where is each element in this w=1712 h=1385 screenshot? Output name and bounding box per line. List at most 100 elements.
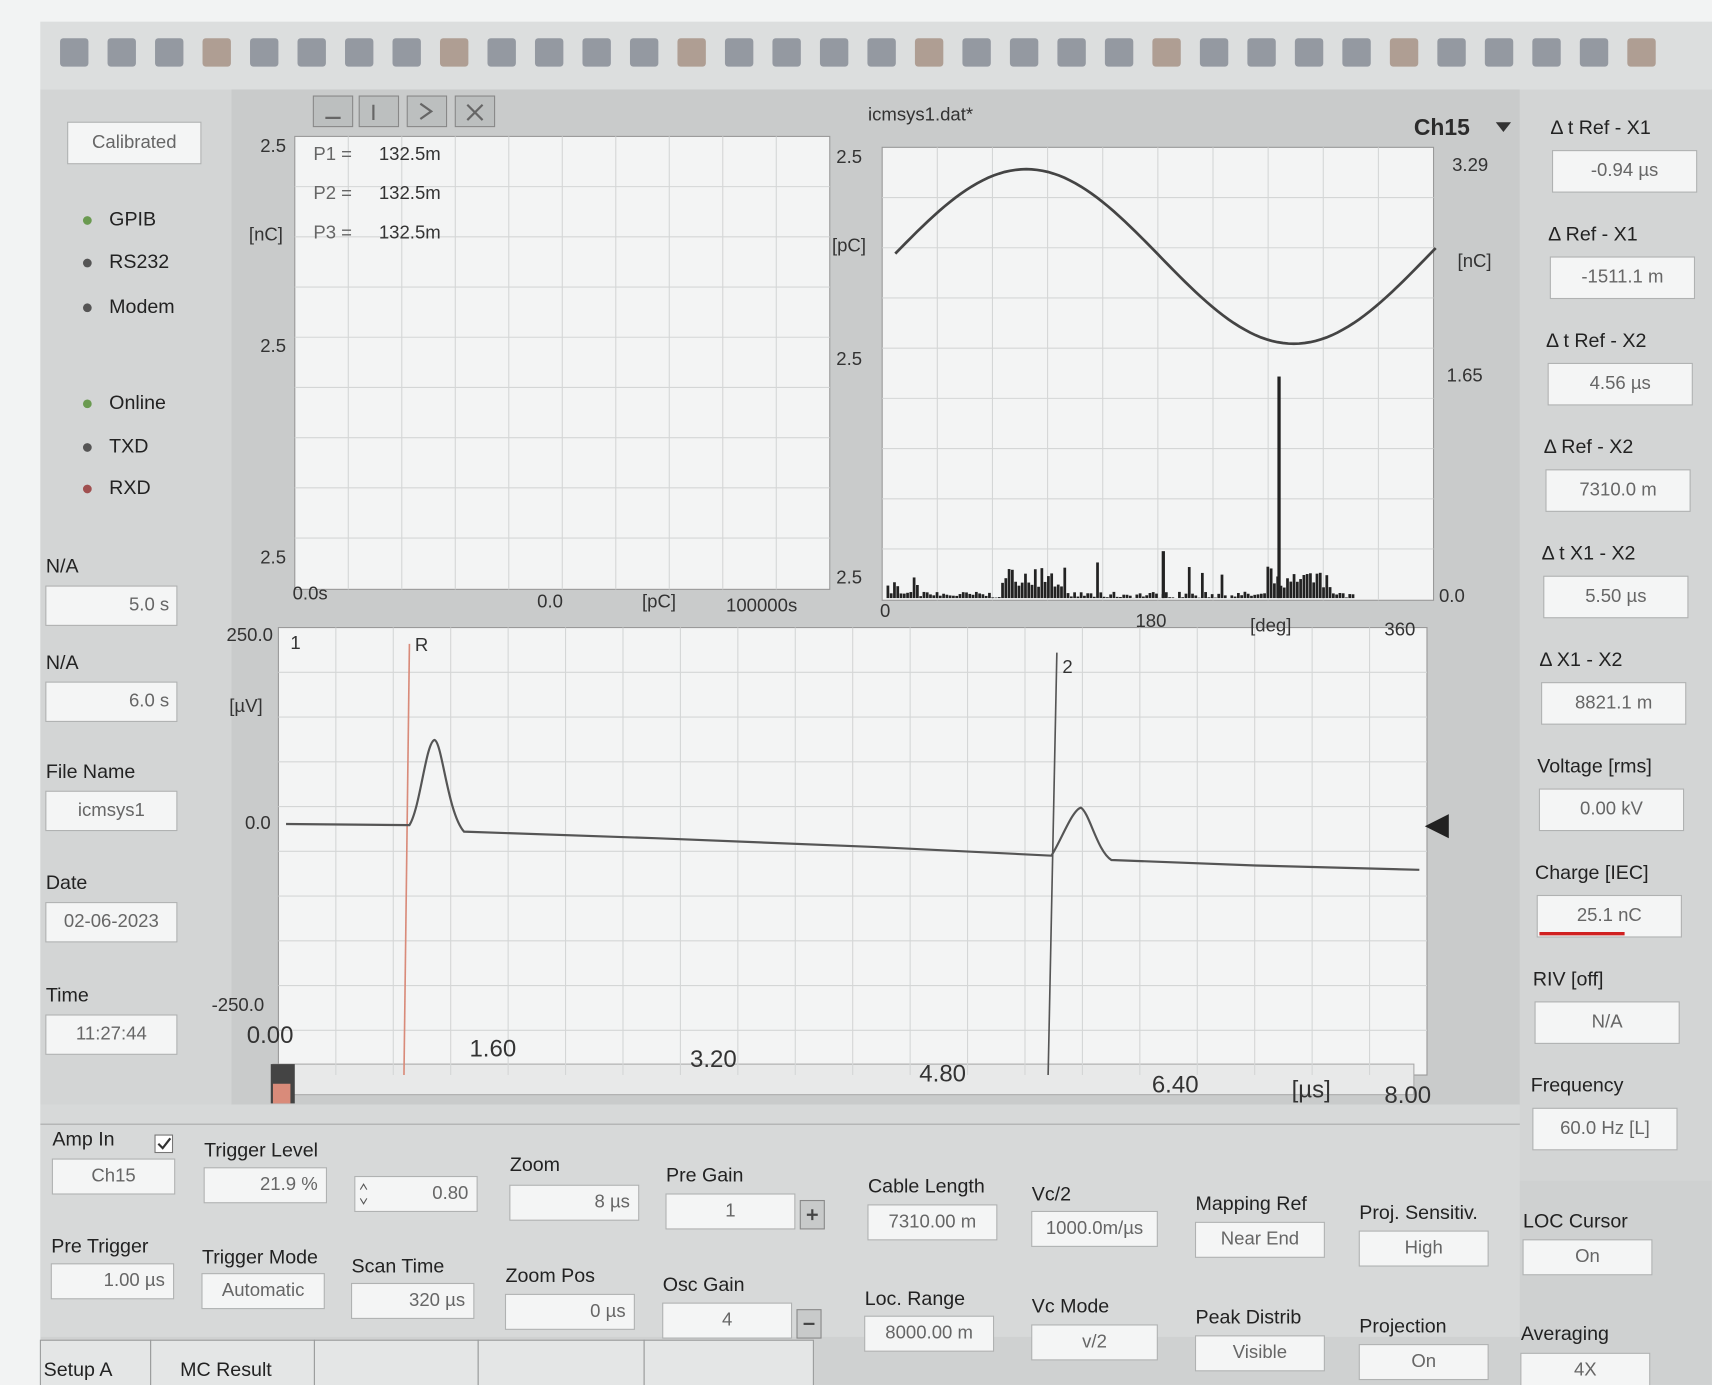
toolbar-icon[interactable] <box>772 38 801 67</box>
toolbar-icon[interactable] <box>1484 38 1514 67</box>
text-field[interactable] <box>1545 469 1691 512</box>
nav-button[interactable] <box>406 95 448 128</box>
x-tick-label: 4.80 <box>919 1060 966 1087</box>
toolbar-icon[interactable] <box>107 38 136 67</box>
text-field[interactable] <box>504 1293 635 1330</box>
toolbar-icon[interactable] <box>1152 38 1181 67</box>
text-field[interactable] <box>351 1282 475 1319</box>
toolbar-icon[interactable] <box>819 38 849 67</box>
text-field[interactable] <box>201 1273 325 1310</box>
toolbar-icon[interactable] <box>1342 38 1371 67</box>
toolbar-icon[interactable] <box>914 38 944 67</box>
text-field[interactable] <box>509 1184 640 1221</box>
toolbar-icon[interactable] <box>1389 38 1419 67</box>
toolbar-icon[interactable] <box>1579 38 1609 67</box>
toolbar-icon[interactable] <box>155 38 184 67</box>
text-field[interactable] <box>50 1263 175 1300</box>
text-field[interactable] <box>662 1302 793 1339</box>
channel-select[interactable]: Ch15 <box>1414 114 1470 140</box>
toolbar-icon[interactable] <box>867 38 896 67</box>
tab-label[interactable]: Setup A <box>44 1359 114 1381</box>
toolbar-icon[interactable] <box>1627 38 1656 67</box>
toolbar-icon[interactable] <box>629 38 659 67</box>
text-field[interactable] <box>1534 1001 1680 1044</box>
toolbar-icon[interactable] <box>677 38 706 67</box>
cursor-r[interactable] <box>403 643 411 1076</box>
y-tick-label: 2.5 <box>260 335 286 356</box>
phase-bar <box>1020 582 1024 599</box>
spinner-arrows[interactable] <box>359 1183 368 1205</box>
toolbar-icon[interactable] <box>1247 38 1276 67</box>
text-field[interactable] <box>1541 682 1687 725</box>
text-field[interactable] <box>1194 1335 1325 1372</box>
toolbar-icon[interactable] <box>345 38 374 67</box>
text-field[interactable] <box>1543 575 1689 619</box>
toolbar-icon[interactable] <box>962 38 991 67</box>
toolbar-icon[interactable] <box>582 38 611 67</box>
control-value: 1 <box>725 1199 735 1220</box>
phase-bar <box>1335 594 1339 599</box>
toolbar-icon[interactable] <box>724 38 754 67</box>
level-marker[interactable] <box>1424 814 1449 839</box>
text-field[interactable] <box>1522 1239 1653 1276</box>
tab[interactable] <box>643 1339 814 1385</box>
toolbar-icon[interactable] <box>250 38 279 67</box>
toolbar-icon[interactable] <box>1437 38 1466 67</box>
tab[interactable] <box>477 1339 645 1385</box>
tab[interactable] <box>39 1339 152 1385</box>
text-field[interactable] <box>45 585 178 626</box>
toolbar-icon[interactable] <box>1057 38 1086 67</box>
text-field[interactable] <box>45 1014 178 1055</box>
readout-value: 132.5m <box>379 221 441 242</box>
text-field[interactable] <box>665 1193 796 1230</box>
phase-bar <box>1237 592 1240 599</box>
tab[interactable] <box>313 1339 479 1385</box>
status-box[interactable] <box>67 121 202 165</box>
phase-bar <box>1253 594 1257 599</box>
nav-button[interactable] <box>312 95 354 128</box>
scrollbar[interactable] <box>272 1063 1415 1096</box>
phase-bar <box>1178 591 1181 599</box>
toolbar-icon[interactable] <box>1009 38 1039 67</box>
text-field[interactable] <box>1551 150 1698 193</box>
text-field[interactable] <box>1358 1344 1489 1381</box>
text-field[interactable] <box>51 1158 176 1195</box>
text-field[interactable] <box>864 1315 995 1352</box>
toolbar-icon[interactable] <box>487 38 516 67</box>
text-field[interactable] <box>1520 1352 1651 1385</box>
text-field[interactable] <box>1547 362 1693 406</box>
text-field[interactable] <box>1031 1324 1158 1361</box>
toolbar-icon[interactable] <box>534 38 564 67</box>
checkbox[interactable] <box>154 1134 174 1154</box>
text-field[interactable] <box>1532 1107 1678 1151</box>
toolbar-icon[interactable] <box>439 38 469 67</box>
text-field[interactable] <box>1538 788 1685 832</box>
toolbar-icon[interactable] <box>60 38 89 67</box>
text-field[interactable] <box>1031 1210 1158 1247</box>
text-field[interactable] <box>354 1175 478 1212</box>
phase-bar <box>1345 597 1348 599</box>
text-field[interactable] <box>867 1204 998 1241</box>
phase-bar <box>1063 567 1067 599</box>
text-field[interactable] <box>1536 894 1682 938</box>
toolbar-icon[interactable] <box>1294 38 1324 67</box>
dropdown-arrow[interactable] <box>1495 122 1512 133</box>
text-field[interactable] <box>1549 256 1696 300</box>
text-field[interactable] <box>203 1167 327 1204</box>
text-field[interactable] <box>45 790 178 832</box>
text-field[interactable] <box>45 902 178 943</box>
toolbar-icon[interactable] <box>1199 38 1229 67</box>
toolbar-icon[interactable] <box>202 38 231 67</box>
toolbar-icon[interactable] <box>392 38 421 67</box>
y-tick-label: 2.5 <box>260 547 286 568</box>
toolbar-icon[interactable] <box>1104 38 1134 67</box>
cursor-2[interactable] <box>1047 652 1058 1076</box>
tab-label[interactable]: MC Result <box>180 1359 272 1381</box>
nav-button[interactable] <box>358 95 400 128</box>
toolbar-icon[interactable] <box>297 38 326 67</box>
text-field[interactable] <box>45 681 178 722</box>
text-field[interactable] <box>1194 1221 1325 1258</box>
text-field[interactable] <box>1358 1230 1489 1267</box>
toolbar-icon[interactable] <box>1532 38 1561 67</box>
phase-bar <box>988 592 991 599</box>
